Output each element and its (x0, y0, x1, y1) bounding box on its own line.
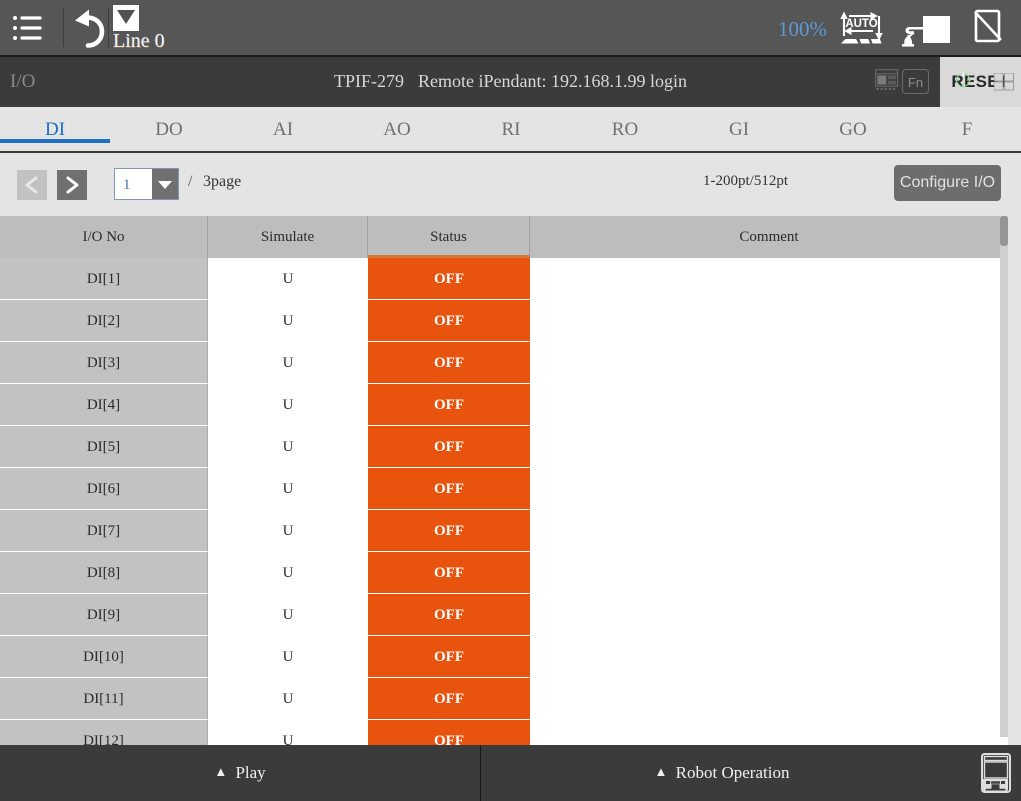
svg-text:AUTO: AUTO (845, 18, 877, 30)
